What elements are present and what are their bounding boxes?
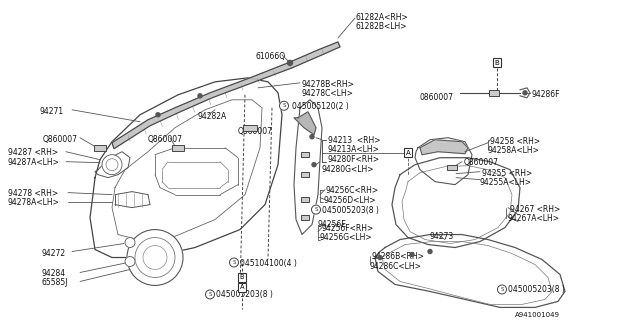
Circle shape (310, 135, 314, 139)
Circle shape (102, 155, 122, 175)
Text: 94272: 94272 (42, 249, 66, 258)
Text: 94278C<LH>: 94278C<LH> (302, 89, 354, 98)
Text: S: S (282, 103, 285, 108)
Text: 045005203(8 ): 045005203(8 ) (322, 206, 379, 215)
Text: 94280F<RH>: 94280F<RH> (328, 155, 380, 164)
Polygon shape (294, 112, 316, 135)
Text: 94278B<RH>: 94278B<RH> (302, 80, 355, 89)
Text: 94255 <RH>: 94255 <RH> (482, 169, 532, 178)
Text: Q860007: Q860007 (238, 127, 273, 136)
Polygon shape (112, 42, 340, 149)
Text: 94255A<LH>: 94255A<LH> (480, 178, 532, 187)
Text: A: A (240, 284, 244, 291)
Text: 94256C<RH>: 94256C<RH> (325, 186, 378, 195)
Text: 94286B<RH>: 94286B<RH> (372, 252, 425, 260)
Text: S: S (314, 207, 317, 212)
Text: 94278A<LH>: 94278A<LH> (8, 198, 60, 207)
Text: 94256G<LH>: 94256G<LH> (320, 233, 372, 242)
Circle shape (127, 229, 183, 285)
Circle shape (428, 250, 432, 253)
Text: A941001049: A941001049 (515, 312, 560, 318)
Text: Q860007: Q860007 (148, 135, 183, 144)
Text: 94286C<LH>: 94286C<LH> (370, 261, 422, 270)
Text: 045005203(8 ): 045005203(8 ) (216, 291, 273, 300)
Bar (243, 125, 257, 131)
Circle shape (287, 60, 292, 65)
Text: S: S (232, 260, 236, 265)
Circle shape (205, 290, 214, 299)
Text: S: S (500, 287, 504, 292)
Circle shape (156, 113, 160, 117)
Text: 65585J: 65585J (42, 278, 68, 287)
Circle shape (198, 94, 202, 98)
Text: 94256F<RH>: 94256F<RH> (322, 224, 374, 233)
Polygon shape (420, 140, 468, 155)
Text: 94280G<LH>: 94280G<LH> (322, 165, 374, 174)
Circle shape (410, 252, 414, 257)
Text: 0860007: 0860007 (420, 93, 454, 102)
Text: A: A (406, 150, 410, 156)
Text: S: S (208, 292, 212, 297)
Text: 94258 <RH>: 94258 <RH> (490, 137, 540, 146)
Circle shape (125, 237, 135, 248)
Text: 045005203(8 ): 045005203(8 ) (508, 285, 565, 294)
Text: 94256D<LH>: 94256D<LH> (323, 196, 376, 204)
Bar (489, 90, 499, 96)
Text: 94213  <RH>: 94213 <RH> (328, 136, 381, 145)
Circle shape (312, 205, 321, 214)
Circle shape (312, 163, 316, 167)
Text: 61282A<RH>: 61282A<RH> (356, 13, 409, 22)
Text: B: B (495, 60, 499, 66)
Text: 61066Q: 61066Q (255, 52, 285, 61)
Circle shape (523, 91, 527, 95)
Text: 94284: 94284 (42, 269, 66, 278)
Circle shape (125, 257, 135, 267)
Text: Q860007: Q860007 (43, 135, 78, 144)
Bar (301, 197, 309, 202)
Text: 94258A<LH>: 94258A<LH> (488, 146, 540, 155)
Circle shape (497, 285, 506, 294)
Bar (301, 152, 309, 157)
Circle shape (230, 258, 239, 267)
Text: 045104100(4 ): 045104100(4 ) (240, 259, 297, 268)
Text: 94286F: 94286F (532, 90, 561, 99)
Text: 94267A<LH>: 94267A<LH> (508, 213, 560, 223)
Text: Q860007: Q860007 (464, 158, 499, 167)
Circle shape (280, 101, 289, 110)
Bar (301, 172, 309, 177)
Text: 94278 <RH>: 94278 <RH> (8, 188, 58, 198)
Text: 045005120(2 ): 045005120(2 ) (292, 102, 349, 111)
Text: 94256E: 94256E (317, 220, 346, 228)
Text: 94273: 94273 (430, 232, 454, 241)
Text: 94282A: 94282A (198, 112, 227, 121)
Bar (172, 145, 184, 151)
Text: 94267 <RH>: 94267 <RH> (510, 204, 560, 214)
Text: 61282B<LH>: 61282B<LH> (356, 22, 408, 31)
Text: 94287 <RH>: 94287 <RH> (8, 148, 58, 157)
Text: B: B (240, 275, 244, 280)
Circle shape (378, 255, 382, 260)
Text: 94213A<LH>: 94213A<LH> (328, 145, 380, 154)
Text: 94287A<LH>: 94287A<LH> (8, 158, 60, 167)
Bar (447, 165, 457, 170)
Text: 94271: 94271 (40, 107, 64, 116)
Bar (94, 145, 106, 151)
Bar (301, 215, 309, 220)
